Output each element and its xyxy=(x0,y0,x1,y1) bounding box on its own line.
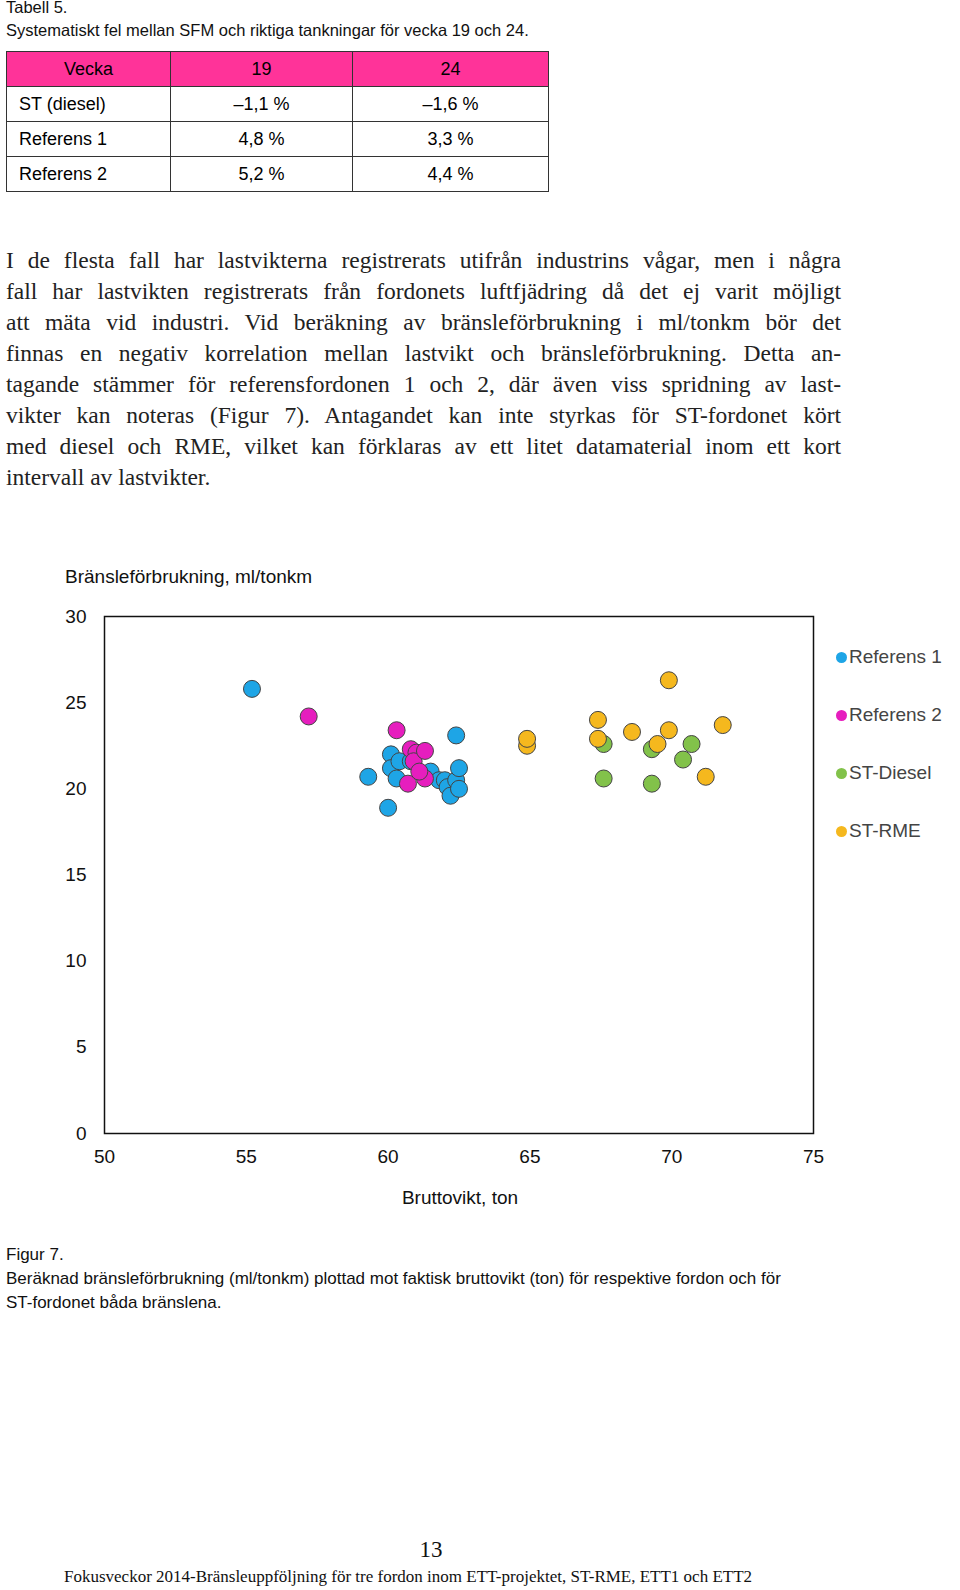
svg-text:50: 50 xyxy=(94,1146,115,1167)
html-text:Referens 1: Referens 1 xyxy=(19,128,108,149)
html-text:19: 19 xyxy=(251,58,272,79)
html-text:4,4 %: 4,4 % xyxy=(427,163,474,184)
svg-text:15: 15 xyxy=(65,864,86,885)
html-text:Fokusveckor 2014-Bränsleuppföl: Fokusveckor 2014-Bränsleuppföljning för … xyxy=(64,1567,753,1586)
html-text:vikter kan noteras (Figur 7).: vikter kan noteras (Figur 7). Antagandet… xyxy=(6,402,841,428)
html-text:Bruttovikt, ton: Bruttovikt, ton xyxy=(401,1187,519,1208)
html-text:Referens 2: Referens 2 xyxy=(849,704,942,725)
html-text:3,3 %: 3,3 % xyxy=(427,128,474,149)
html-text:Referens 2: Referens 2 xyxy=(19,163,108,184)
svg-text:25: 25 xyxy=(65,692,86,713)
html-text:ST (diesel): ST (diesel) xyxy=(19,93,106,114)
html-text:5,2 %: 5,2 % xyxy=(238,163,285,184)
svg-text:75: 75 xyxy=(803,1146,824,1167)
svg-text:30: 30 xyxy=(65,606,86,627)
html-text:ST-Diesel: ST-Diesel xyxy=(849,762,932,783)
html-text:ST-RME: ST-RME xyxy=(849,820,921,841)
html-text:fall har lastvikten registrera: fall har lastvikten registrerats från fo… xyxy=(6,278,841,304)
html-text:Beräknad bränsleförbrukning (m: Beräknad bränsleförbrukning (ml/tonkm) p… xyxy=(6,1269,781,1288)
html-text:Vecka: Vecka xyxy=(64,58,113,79)
svg-text:20: 20 xyxy=(65,778,86,799)
svg-text:55: 55 xyxy=(236,1146,257,1167)
html-text:ST-fordonet båda bränslena.: ST-fordonet båda bränslena. xyxy=(6,1293,222,1312)
svg-text:5: 5 xyxy=(76,1036,87,1057)
svg-text:60: 60 xyxy=(378,1146,399,1167)
html-text:13: 13 xyxy=(419,1537,443,1562)
svg-text:10: 10 xyxy=(65,950,86,971)
html-text:–1,6 %: –1,6 % xyxy=(422,93,479,114)
html-text:att mäta vid industri. Vid ber: att mäta vid industri. Vid beräkning av … xyxy=(6,309,841,335)
html-text:Figur 7.: Figur 7. xyxy=(6,1245,64,1264)
html-text:med diesel och RME, vilket kan: med diesel och RME, vilket kan förklaras… xyxy=(6,433,841,459)
html-text:Referens 1: Referens 1 xyxy=(849,646,942,667)
svg-text:70: 70 xyxy=(661,1146,682,1167)
svg-text:65: 65 xyxy=(519,1146,540,1167)
html-text:–1,1 %: –1,1 % xyxy=(233,93,290,114)
html-text:tagande stämmer för referensfo: tagande stämmer för referensfordonen 1 o… xyxy=(6,371,841,397)
html-text:Systematiskt fel mellan SFM oc: Systematiskt fel mellan SFM och riktiga … xyxy=(6,21,529,39)
html-text:Bränsleförbrukning, ml/tonkm: Bränsleförbrukning, ml/tonkm xyxy=(65,566,313,587)
html-text:finnas en negativ korrelation: finnas en negativ korrelation mellan las… xyxy=(6,340,841,366)
svg-text:0: 0 xyxy=(76,1123,87,1144)
html-text:intervall av lastvikter.: intervall av lastvikter. xyxy=(6,464,211,490)
html-text:24: 24 xyxy=(440,58,461,79)
html-text:4,8 %: 4,8 % xyxy=(238,128,285,149)
html-text:I de flesta fall har lastvikte: I de flesta fall har lastvikterna regist… xyxy=(6,247,841,273)
